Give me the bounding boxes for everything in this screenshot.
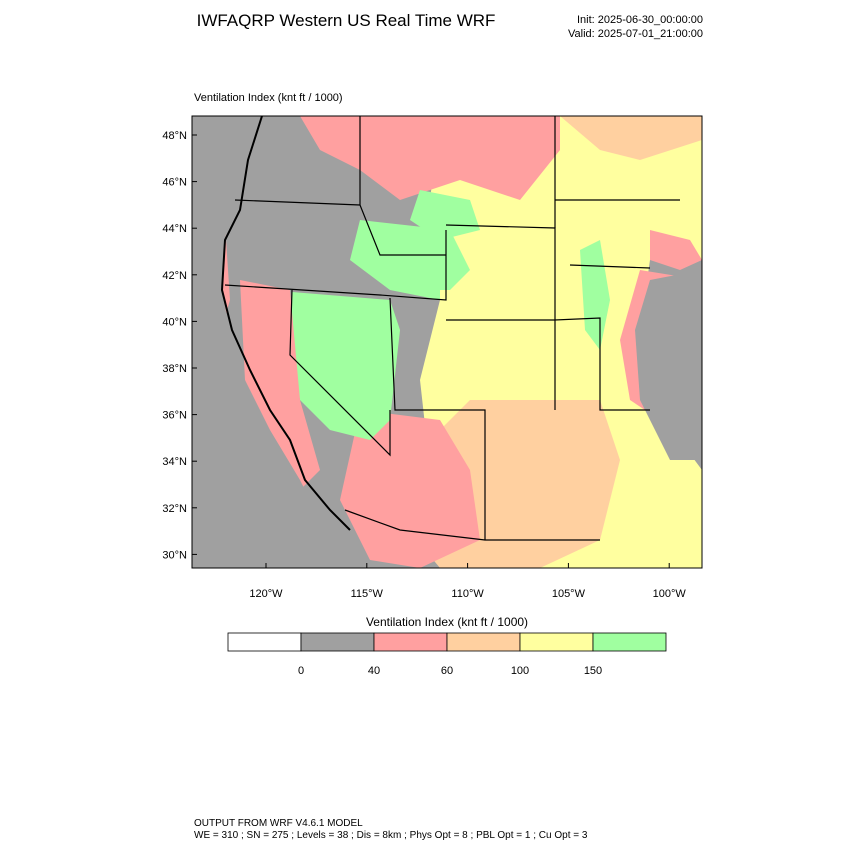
colorbar-label: 100 [511,665,529,677]
colorbar-label: 40 [368,665,380,677]
colorbar: 0 40 60 100 150 [227,632,667,677]
lat-label: 46°N [162,177,187,189]
map-frame [191,115,703,569]
lat-label: 42°N [162,270,187,282]
colorbar-box [300,632,375,652]
lat-label: 44°N [162,223,187,235]
footer-line: OUTPUT FROM WRF V4.6.1 MODEL [194,818,363,829]
lat-label: 36°N [162,410,187,422]
lon-label: 115°W [351,588,384,600]
title: IWFAQRP Western US Real Time WRF [197,11,496,30]
lat-label: 48°N [162,130,187,142]
map-title: Ventilation Index (knt ft / 1000) [194,92,343,104]
colorbar-label: 60 [441,665,453,677]
lon-label: 110°W [451,588,484,600]
lat-label: 38°N [162,363,187,375]
colorbar-box [227,632,302,652]
init-time: Init: 2025-06-30_00:00:00 [577,14,703,26]
colorbar-title: Ventilation Index (knt ft / 1000) [366,615,528,629]
colorbar-label: 0 [298,665,304,677]
colorbar-label: 150 [584,665,602,677]
valid-time: Valid: 2025-07-01_21:00:00 [568,28,703,40]
colorbar-box [519,632,594,652]
lat-label: 34°N [162,456,187,468]
lon-label: 120°W [249,588,283,600]
colorbar-box [446,632,521,652]
colorbar-box [373,632,448,652]
footer-line: WE = 310 ; SN = 275 ; Levels = 38 ; Dis … [194,830,588,841]
lat-label: 32°N [162,503,187,515]
colorbar-box [592,632,667,652]
lon-label: 100°W [653,588,687,600]
lat-label: 40°N [162,316,187,328]
lon-label: 105°W [552,588,586,600]
lat-label: 30°N [162,549,187,561]
map [192,116,702,568]
